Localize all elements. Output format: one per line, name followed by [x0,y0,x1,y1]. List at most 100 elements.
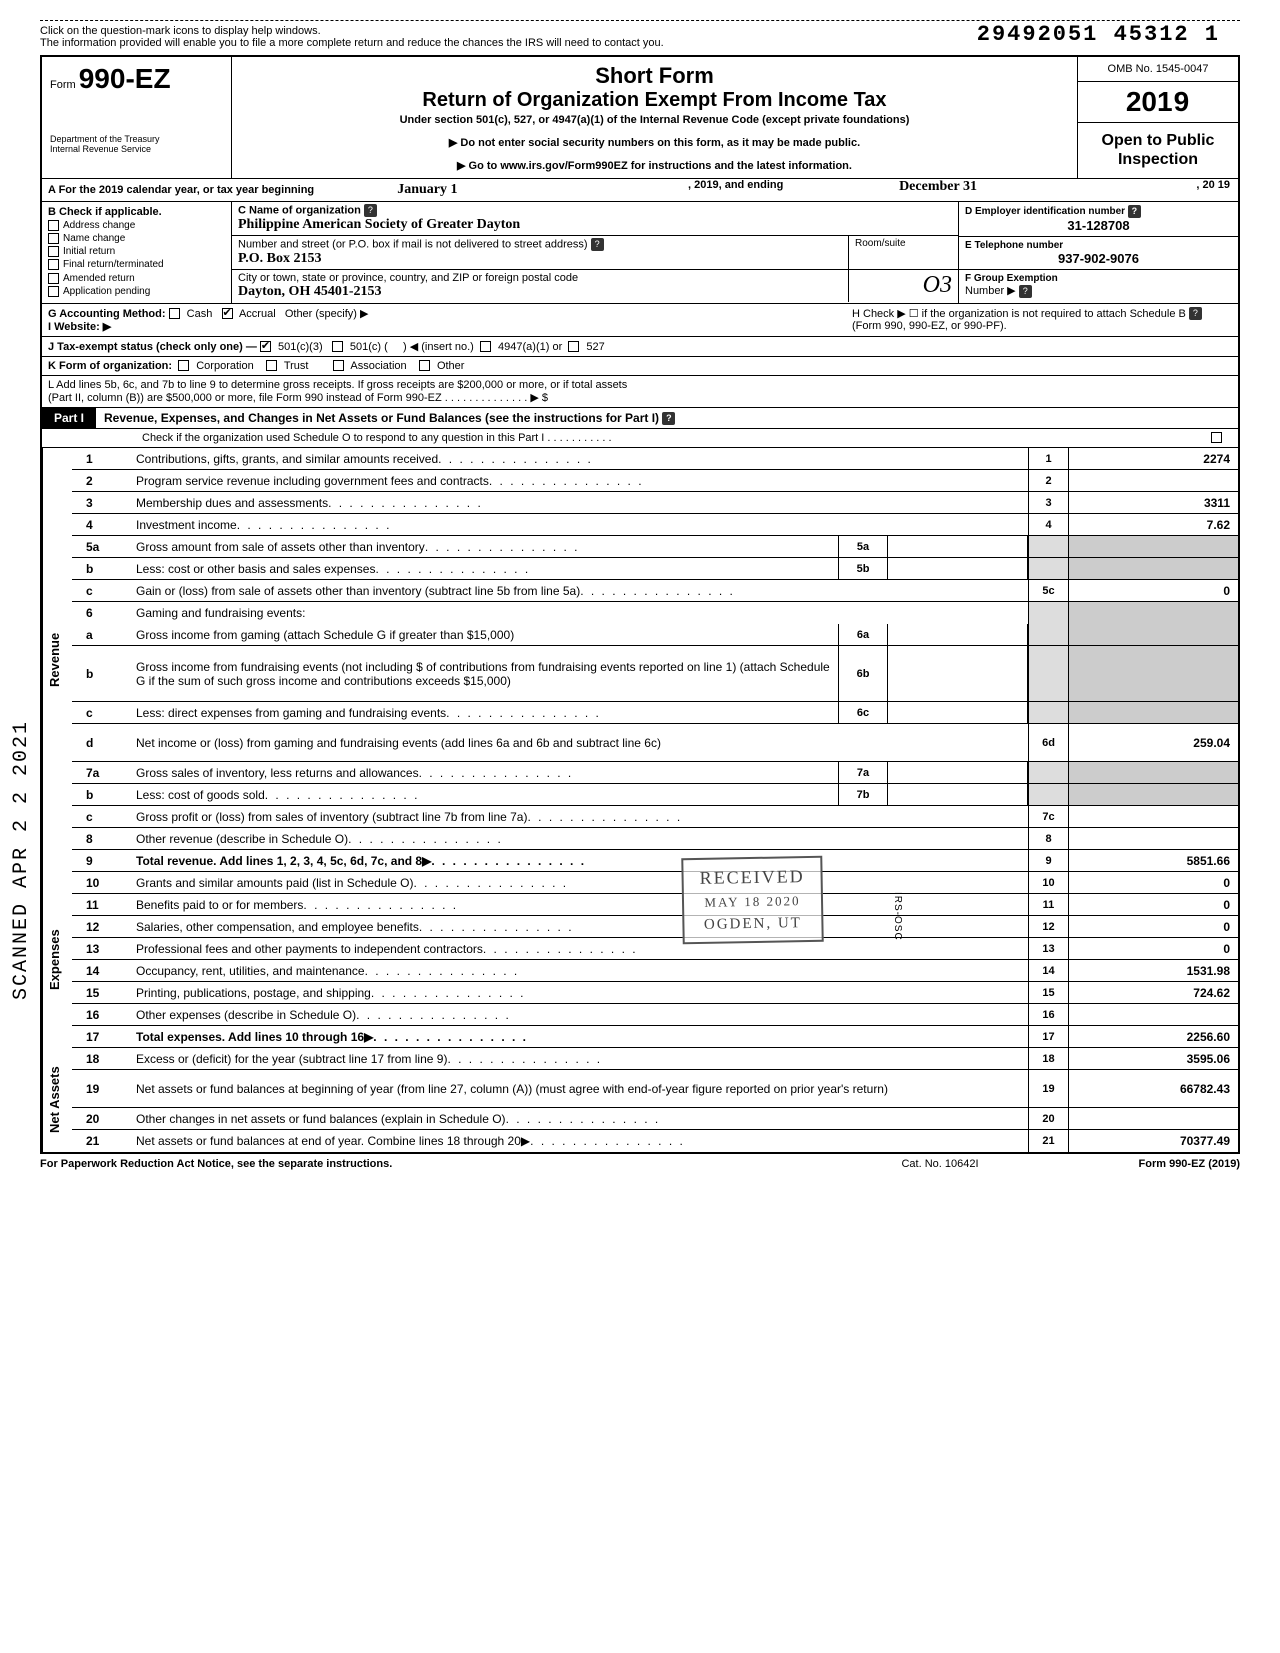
net-assets-section: Net Assets 18Excess or (deficit) for the… [42,1048,1238,1152]
ln-3-text: Membership dues and assessments [132,492,1028,513]
chk-final-return[interactable] [48,259,59,270]
chk-cash[interactable] [169,308,180,319]
stamp-received-text: RECEIVED [699,866,804,889]
chk-other-org[interactable] [419,360,430,371]
ln-5c-text: Gain or (loss) from sale of assets other… [132,580,1028,601]
chk-527[interactable] [568,341,579,352]
col-11: 11 [1028,894,1068,915]
ln-6-text: Gaming and fundraising events: [132,602,1028,624]
ln-6d-num: d [72,724,132,761]
ln-7a-text: Gross sales of inventory, less returns a… [132,762,838,783]
chk-4947[interactable] [480,341,491,352]
g-label: G Accounting Method: [48,308,166,320]
stamp-ogden: OGDEN, UT [700,915,805,934]
row-a-tax-year: A For the 2019 calendar year, or tax yea… [42,179,1238,202]
chk-corp[interactable] [178,360,189,371]
chk-501c3[interactable] [260,341,271,352]
ln-5b-num: b [72,558,132,579]
col-7b-shade [1028,784,1068,805]
subamt-6a [888,624,1028,645]
ln-16-text: Other expenses (describe in Schedule O) [132,1004,1028,1025]
i-label: I Website: ▶ [48,321,111,333]
year-prefix: 20 [1126,86,1157,117]
chk-amended[interactable] [48,273,59,284]
form-prefix: Form [50,79,76,91]
help-icon[interactable]: ? [591,238,604,251]
amt-7b-shade [1068,784,1238,805]
d-label: D Employer identification number ? [965,205,1232,218]
amt-11: 0 [1068,894,1238,915]
ln-6-num: 6 [72,602,132,624]
amt-7c [1068,806,1238,827]
ln-15-num: 15 [72,982,132,1003]
ln-9-num: 9 [72,850,132,871]
ln-6b-text: Gross income from fundraising events (no… [132,646,838,701]
addr-label: Number and street (or P.O. box if mail i… [238,238,588,250]
col-6b-shade [1028,646,1068,701]
lbl-final-return: Final return/terminated [63,260,164,271]
chk-app-pending[interactable] [48,286,59,297]
l-text-2: (Part II, column (B)) are $500,000 or mo… [48,391,1232,404]
row-a-mid: , 2019, and ending [688,179,868,201]
h-label: H Check ▶ ☐ if the organization is not r… [852,308,1186,320]
help-icon[interactable]: ? [1019,285,1032,298]
col-6a-shade [1028,624,1068,645]
help-icon[interactable]: ? [662,412,675,425]
chk-accrual[interactable] [222,308,233,319]
col-13: 13 [1028,938,1068,959]
subamt-7b [888,784,1028,805]
col-19: 19 [1028,1070,1068,1107]
col-5b-shade [1028,558,1068,579]
col-6-shade [1028,602,1068,624]
help-icon[interactable]: ? [1189,307,1202,320]
row-k-form-org: K Form of organization: Corporation Trus… [42,357,1238,376]
city-label: City or town, state or province, country… [238,272,578,284]
revenue-section: Revenue 1Contributions, gifts, grants, a… [42,448,1238,872]
ln-19-text: Net assets or fund balances at beginning… [132,1070,1028,1107]
sub-5a: 5a [838,536,888,557]
ln-6c-text: Less: direct expenses from gaming and fu… [132,702,838,723]
stamp-date: MAY 18 2020 [700,893,805,911]
c-label: C Name of organization [238,204,361,216]
subamt-5a [888,536,1028,557]
ln-13-num: 13 [72,938,132,959]
lbl-amended: Amended return [63,273,135,284]
amt-14: 1531.98 [1068,960,1238,981]
chk-trust[interactable] [266,360,277,371]
ln-7c-num: c [72,806,132,827]
chk-address-change[interactable] [48,220,59,231]
chk-initial-return[interactable] [48,246,59,257]
amt-9: 5851.66 [1068,850,1238,871]
ln-18-num: 18 [72,1048,132,1069]
chk-schedule-o[interactable] [1211,432,1222,443]
phone-value: 937-902-9076 [965,251,1232,266]
chk-assoc[interactable] [333,360,344,371]
irs-osc-stamp: IRS-OSC [892,892,903,941]
ln-7b-num: b [72,784,132,805]
ln-16-num: 16 [72,1004,132,1025]
amt-18: 3595.06 [1068,1048,1238,1069]
col-21: 21 [1028,1130,1068,1152]
ein-value: 31-128708 [965,218,1232,233]
amt-3: 3311 [1068,492,1238,513]
amt-6d: 259.04 [1068,724,1238,761]
lbl-4947: 4947(a)(1) or [498,341,562,353]
amt-2 [1068,470,1238,491]
b-header: B Check if applicable. [48,206,225,218]
ln-3-num: 3 [72,492,132,513]
chk-name-change[interactable] [48,233,59,244]
part1-title: Revenue, Expenses, and Changes in Net As… [96,408,1238,428]
f-number: Number ▶ ? [965,284,1232,298]
col-9: 9 [1028,850,1068,871]
help-icon[interactable]: ? [364,204,377,217]
tax-year: 2019 [1078,82,1238,123]
help-note-1: Click on the question-mark icons to disp… [40,25,321,37]
col-b-checkboxes: B Check if applicable. Address change Na… [42,202,232,303]
row-a-label: A For the 2019 calendar year, or tax yea… [48,184,314,196]
chk-501c[interactable] [332,341,343,352]
ln-15-text: Printing, publications, postage, and shi… [132,982,1028,1003]
row-a-begin: January 1 [397,182,457,197]
subamt-6b [888,646,1028,701]
lbl-name-change: Name change [63,233,125,244]
help-icon[interactable]: ? [1128,205,1141,218]
